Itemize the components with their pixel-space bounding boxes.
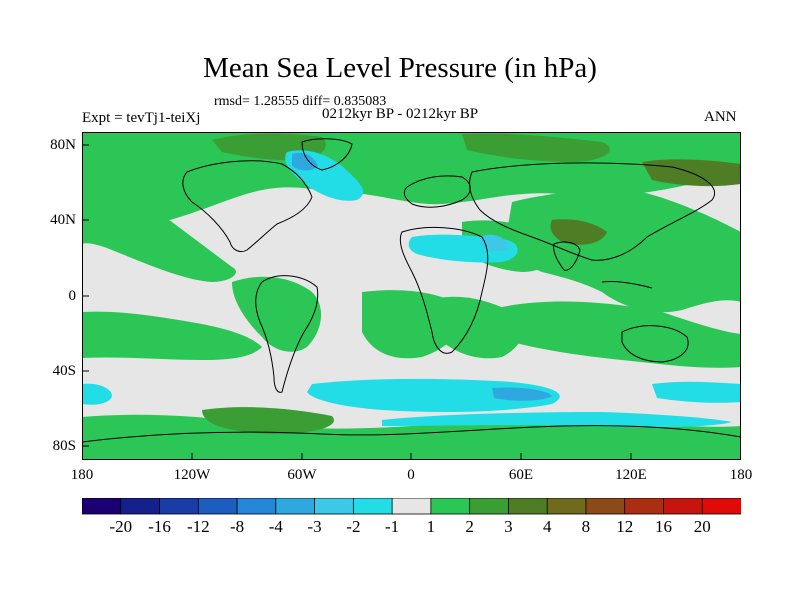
colorbar-swatch — [624, 498, 665, 515]
field-southern-cyan-east — [652, 381, 741, 403]
colorbar-tick-label: -4 — [268, 517, 283, 536]
colorbar-swatch — [508, 498, 549, 515]
colorbar-swatch — [469, 498, 510, 515]
colorbar-tick-label: -8 — [230, 517, 245, 536]
field-south-america-green — [232, 276, 322, 352]
field-arabia-blue — [480, 234, 510, 252]
lon-label-120e: 120E — [615, 467, 647, 483]
lon-label-180w: 180 — [70, 467, 94, 483]
colorbar-swatch — [159, 498, 200, 515]
lon-label-60w: 60W — [287, 467, 317, 483]
lon-label-180e: 180 — [729, 467, 753, 483]
stats-text: rmsd= 1.28555 diff= 0.835083 — [214, 94, 387, 109]
colorbar-swatch — [701, 498, 741, 515]
colorbar-swatch — [391, 498, 432, 515]
period-label: 0212kyr BP - 0212kyr BP — [322, 106, 479, 122]
coast-asia — [469, 162, 715, 261]
experiment-label: Expt = tevTj1-teiXj — [82, 110, 201, 126]
colorbar-swatch — [197, 498, 238, 515]
colorbar-tick-label: -2 — [346, 517, 361, 536]
colorbar-tick-label: -3 — [307, 517, 322, 536]
coast-south-america — [255, 275, 319, 393]
colorbar-tick-label: 8 — [581, 517, 591, 536]
field-south-pacific-green — [82, 311, 262, 360]
colorbar-tick-label: 20 — [693, 517, 711, 536]
colorbar-tick-label: 16 — [655, 517, 672, 536]
colorbar-swatch — [585, 498, 626, 515]
map-plot — [82, 132, 741, 460]
season-label: ANN — [704, 109, 737, 125]
colorbar-swatch — [663, 498, 704, 515]
lat-label-80n: 80N — [50, 137, 76, 153]
colorbar — [82, 498, 741, 515]
colorbar-tick-label: -20 — [109, 517, 133, 536]
lon-label-60e: 60E — [508, 467, 534, 483]
field-southern-cyan-main — [307, 378, 560, 412]
field-southern-cyan-west — [82, 383, 112, 405]
lon-label-0: 0 — [407, 467, 415, 483]
coast-australia — [621, 325, 689, 363]
coast-greenland — [301, 138, 353, 171]
colorbar-tick-label: -16 — [148, 517, 171, 536]
colorbar-tick-label: 12 — [616, 517, 634, 536]
coast-india — [553, 241, 581, 271]
colorbar-tick-label: 2 — [465, 517, 474, 536]
coastlines — [82, 138, 741, 443]
colorbar-tick-label: -1 — [385, 517, 400, 536]
colorbar-tick-label: 4 — [542, 517, 552, 536]
field-labrador-blue — [292, 152, 318, 171]
field-eurasia-brown — [550, 219, 607, 245]
axis-ticks — [82, 144, 632, 460]
lat-label-80s: 80S — [52, 438, 76, 454]
coast-antarctica — [82, 425, 741, 443]
field-africa-green — [422, 296, 523, 359]
colorbar-swatch — [546, 498, 587, 515]
colorbar-swatch — [236, 498, 277, 515]
field-southern-blue — [492, 387, 552, 401]
lat-label-40n: 40N — [50, 212, 76, 228]
colorbar-tick-label: 3 — [504, 517, 513, 536]
colorbar-swatch — [82, 498, 122, 515]
colorbar-swatch — [430, 498, 471, 515]
field-siberia-olive — [462, 133, 611, 162]
map-title: Mean Sea Level Pressure (in hPa) — [203, 52, 597, 84]
field-antarctic-olive — [202, 407, 334, 434]
coast-north-america — [182, 160, 313, 253]
colorbar-swatch — [352, 498, 394, 515]
colorbar-tick-label: 1 — [426, 517, 436, 536]
lat-label-40s: 40S — [52, 363, 76, 379]
colorbar-swatch — [314, 498, 355, 515]
lat-label-0: 0 — [68, 288, 77, 304]
field-north-pacific-green — [82, 192, 236, 282]
field-antarctic-cyan — [382, 412, 732, 428]
coast-africa — [399, 226, 489, 354]
coast-indonesia — [601, 281, 653, 289]
coast-europe — [403, 175, 471, 208]
colorbar-swatch — [275, 498, 316, 515]
lon-label-120w: 120W — [173, 467, 211, 483]
colorbar-tick-label: -12 — [186, 517, 210, 536]
colorbar-swatch — [120, 498, 161, 515]
